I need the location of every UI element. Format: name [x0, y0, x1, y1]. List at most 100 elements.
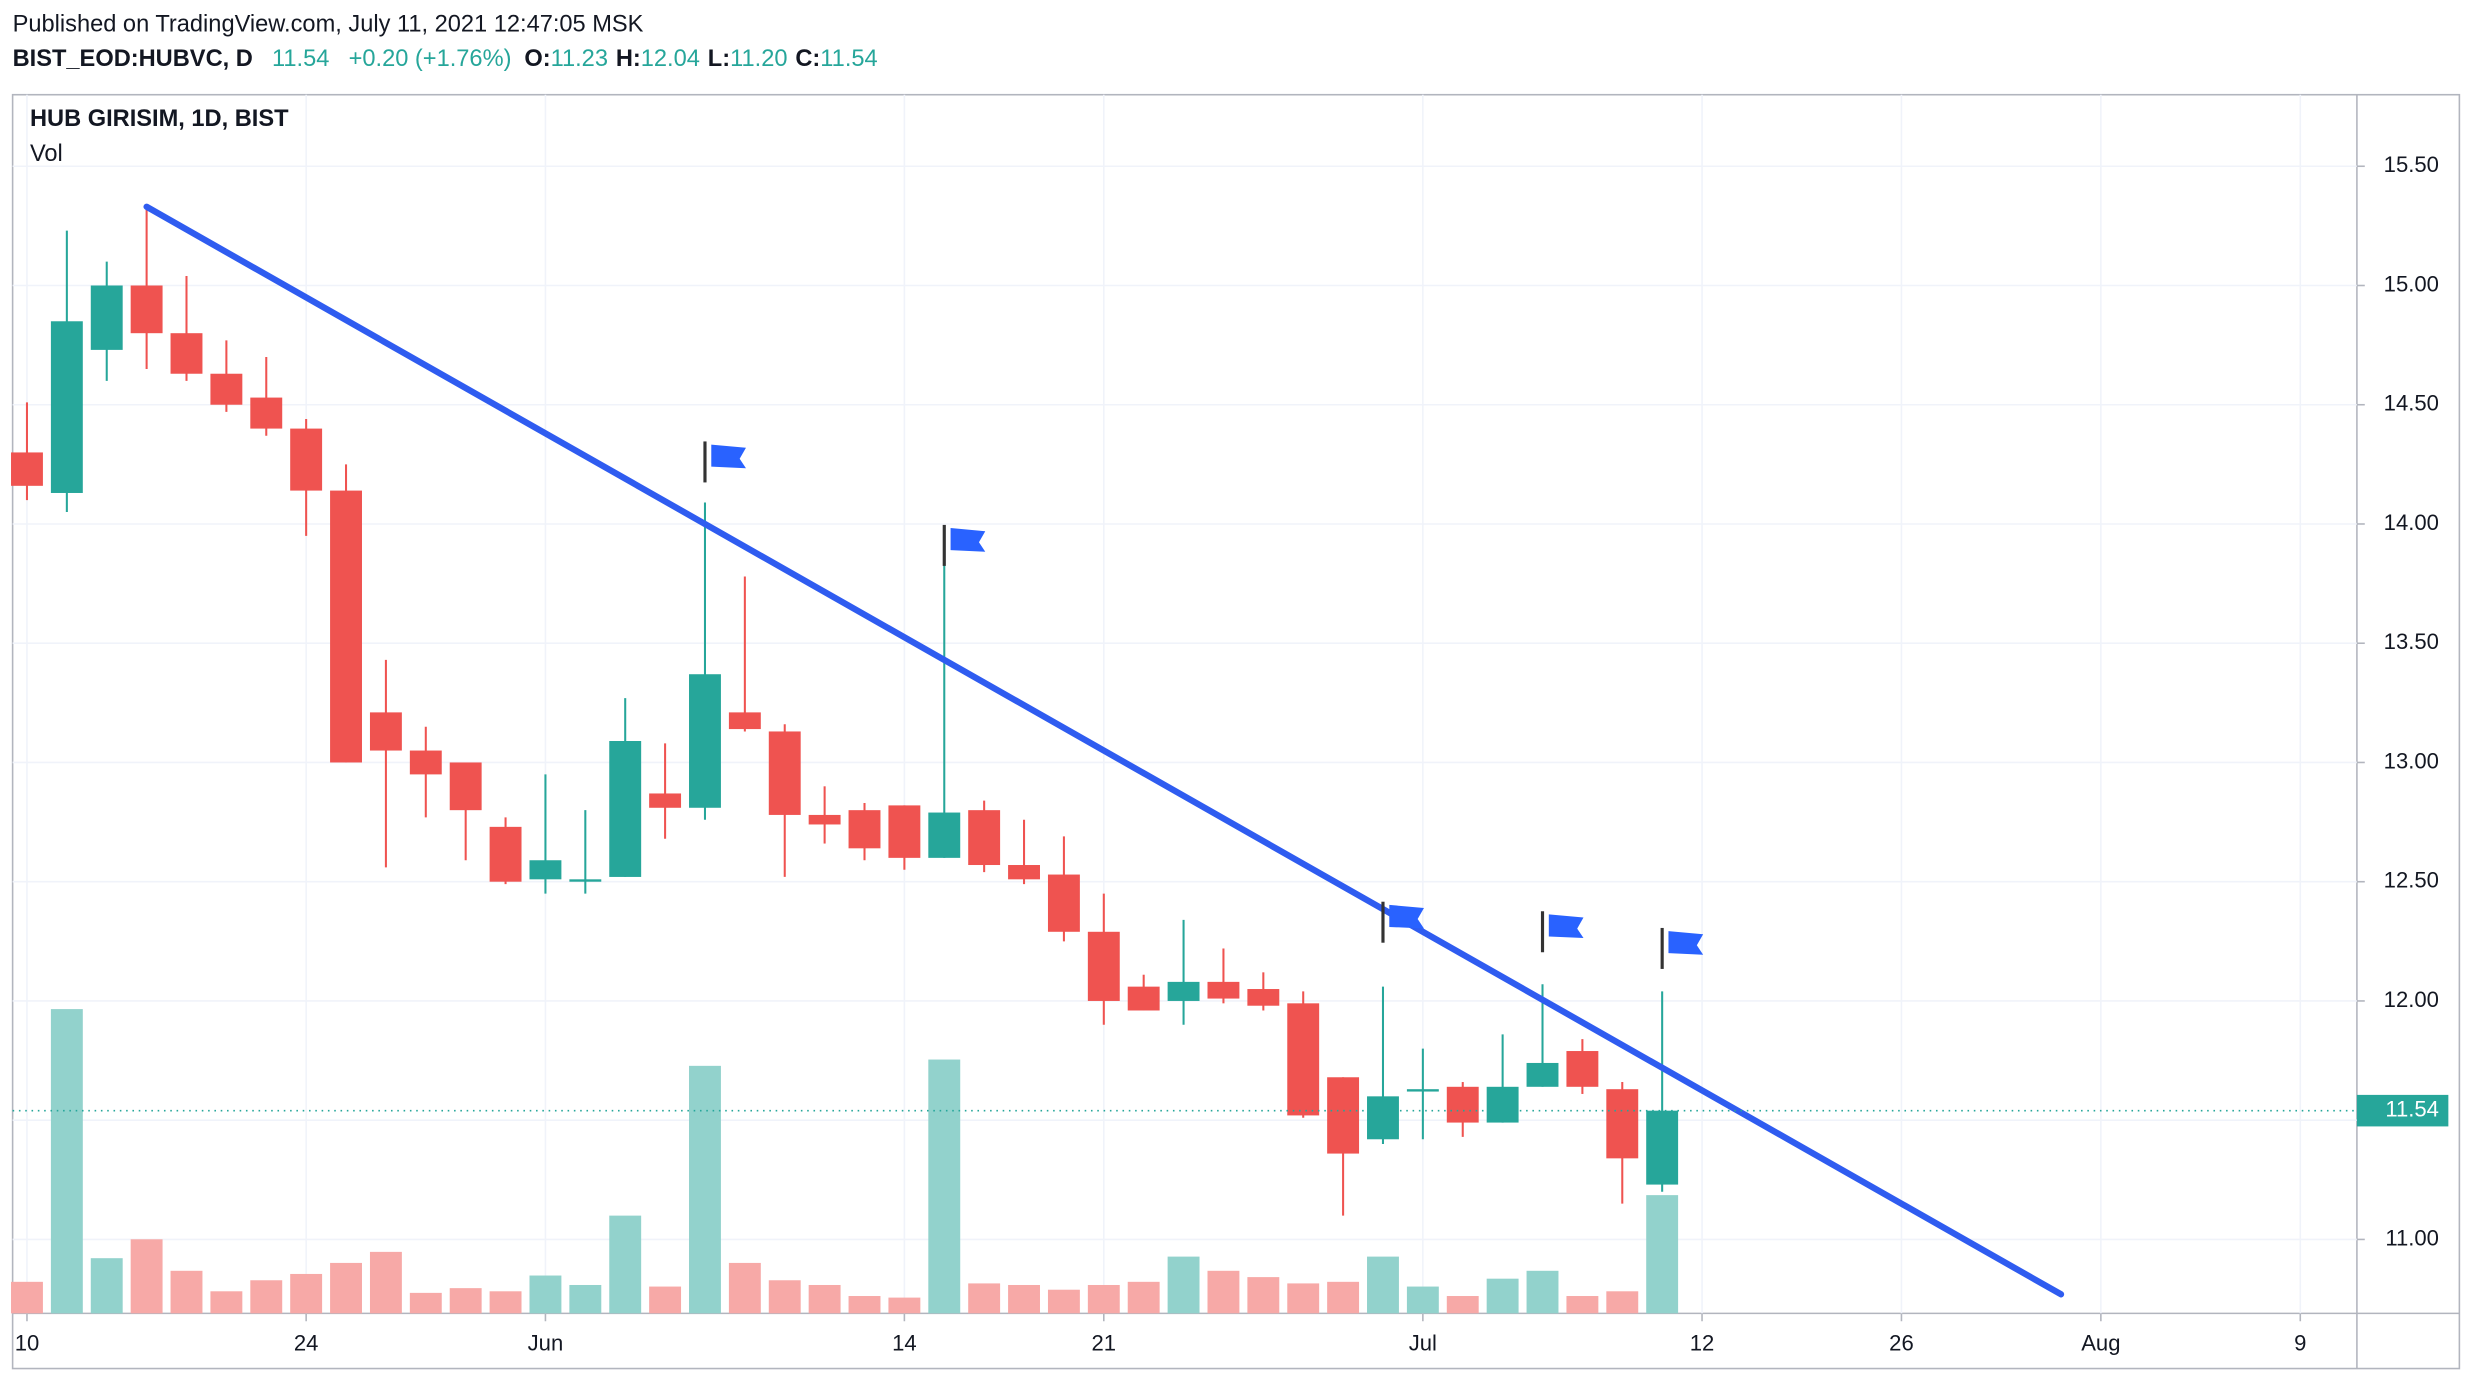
candle-body	[90, 285, 123, 350]
volume-bar	[170, 1270, 203, 1314]
candle-body	[968, 810, 1001, 866]
candle-body	[609, 741, 642, 877]
flag-cloth	[1389, 904, 1424, 929]
y-tick-label: 15.00	[2384, 271, 2439, 296]
x-tick-label: 9	[2294, 1331, 2306, 1356]
ohlc-value: 11.20	[730, 46, 787, 72]
volume-bar	[1646, 1195, 1679, 1314]
candle-body	[1287, 1003, 1320, 1116]
volume-bar	[90, 1258, 123, 1314]
candle-body	[250, 397, 283, 429]
x-tick-label: 24	[294, 1331, 319, 1356]
volume-bar	[529, 1275, 562, 1314]
flag	[1540, 911, 1584, 953]
candle-body	[369, 712, 402, 751]
volume-bar	[210, 1291, 243, 1314]
candle-body	[130, 285, 163, 334]
x-tick-label: Aug	[2081, 1331, 2120, 1356]
flag	[703, 441, 746, 483]
y-tick-label: 15.50	[2384, 152, 2439, 177]
candle-body	[1566, 1051, 1599, 1087]
volume	[11, 1009, 1679, 1314]
ohlc-value: 11.54	[820, 46, 877, 72]
volume-bar	[489, 1291, 522, 1314]
volume-bar	[250, 1280, 283, 1314]
volume-bar	[1127, 1281, 1160, 1314]
volume-bar	[888, 1297, 921, 1314]
candle-body	[1167, 981, 1200, 1001]
volume-bar	[808, 1284, 841, 1314]
volume-bar	[1047, 1289, 1080, 1314]
volume-bar	[369, 1251, 402, 1314]
candle-body	[928, 812, 961, 858]
candle-body	[1486, 1086, 1519, 1123]
candle-body	[649, 793, 682, 808]
flag	[942, 524, 986, 566]
candle-body	[728, 712, 761, 730]
volume-bar	[50, 1009, 83, 1314]
volume-bar	[1327, 1281, 1360, 1314]
candle-body	[1087, 931, 1120, 1001]
last: 11.54	[272, 46, 329, 72]
volume-bar	[1606, 1291, 1639, 1314]
volume-bar	[689, 1065, 721, 1314]
y-tick-label: 13.50	[2384, 629, 2439, 654]
volume-bar	[330, 1262, 362, 1314]
x-tick-label: 10	[15, 1331, 40, 1356]
candle-body	[848, 810, 881, 849]
ohlc-label: C:	[795, 46, 820, 72]
x-tick-label: 26	[1889, 1331, 1914, 1356]
volume-bar	[1406, 1286, 1439, 1314]
last-price-box	[2356, 1094, 2449, 1127]
candle-body	[569, 879, 602, 882]
candle-body	[170, 333, 203, 374]
y-tick-label: 13.00	[2384, 748, 2439, 773]
x-tick-label: Jun	[528, 1331, 564, 1356]
legend-volume: Vol	[30, 141, 63, 167]
volume-bar	[649, 1286, 682, 1314]
volume-bar	[569, 1284, 602, 1314]
volume-bar	[1008, 1284, 1040, 1314]
candle-body	[1526, 1062, 1559, 1087]
x-tick-label: 21	[1092, 1331, 1117, 1356]
candle-body	[768, 731, 801, 815]
ohlc-label: L:	[708, 46, 730, 72]
candle-body	[1406, 1089, 1439, 1092]
y-tick-label: 14.00	[2384, 510, 2439, 535]
volume-bar	[768, 1280, 801, 1314]
candle-body	[1207, 981, 1240, 999]
axes: 11.0011.5012.0012.5013.0013.5014.0014.50…	[15, 152, 2449, 1356]
candle-body	[1367, 1096, 1399, 1140]
volume-bar	[848, 1296, 881, 1314]
candle-body	[1047, 874, 1080, 932]
volume-bar	[968, 1283, 1001, 1314]
published-line: Published on TradingView.com, July 11, 2…	[13, 12, 644, 38]
candle-body	[290, 428, 323, 491]
change: +0.20 (+1.76%)	[349, 46, 512, 72]
x-tick-label: 14	[892, 1331, 917, 1356]
ohlc-value: 11.23	[551, 46, 608, 72]
volume-bar	[449, 1288, 482, 1314]
volume-bar	[290, 1273, 323, 1314]
flag-cloth	[950, 528, 986, 552]
volume-bar	[928, 1059, 961, 1314]
flag-cloth	[711, 444, 746, 469]
candle-body	[689, 674, 721, 808]
flag	[1381, 901, 1424, 943]
candle-body	[210, 373, 243, 405]
chart-frame	[11, 93, 2461, 1370]
volume-bar	[1526, 1270, 1559, 1314]
candle-body	[409, 750, 442, 775]
flag-cloth	[1548, 914, 1584, 939]
annotations	[12, 203, 2357, 1298]
candle-body	[1446, 1086, 1479, 1123]
volume-bar	[11, 1281, 43, 1314]
candle-body	[888, 805, 921, 858]
candle-body	[489, 826, 522, 882]
y-tick-label: 12.50	[2384, 868, 2439, 893]
trendline	[143, 203, 2065, 1298]
volume-bar	[1167, 1256, 1200, 1314]
ohlc-value: 12.04	[641, 46, 700, 72]
volume-bar	[609, 1215, 642, 1314]
